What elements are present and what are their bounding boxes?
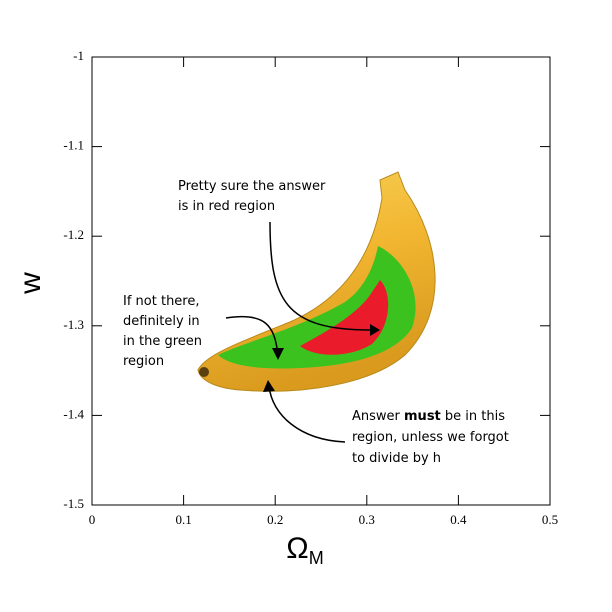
banana-tip [199,367,209,377]
y-tick-label: -1.3 [63,317,84,332]
annotation: in the green [123,334,202,349]
x-tick-label: 0 [89,512,96,527]
annotation-arrows [225,221,380,443]
y-tick-label: -1 [73,48,84,63]
annotation: If not there, [123,294,200,309]
arrow [269,221,371,331]
red-region [300,280,389,355]
annotation: is in red region [178,199,275,214]
x-tick-label: 0.1 [175,512,191,527]
arrow-head [272,348,284,360]
annotation-part: Answer [352,409,404,424]
y-axis-label: w [14,272,47,295]
x-tick-label: 0.4 [450,512,467,527]
x-axis-label: ΩM [286,532,323,568]
arrow [268,385,346,443]
banana [197,171,436,392]
plot-frame [91,56,551,506]
y-tick-label: -1.4 [63,406,84,421]
annotation: Pretty sure the answer [178,179,326,194]
arrow-head [263,380,275,392]
annotation-bold: must [404,409,441,424]
annotation: definitely in [123,314,200,329]
x-tick-label: 0.5 [542,512,558,527]
annotation: region, unless we forgot [352,430,509,445]
x-tick-label: 0.2 [267,512,283,527]
y-tick-label: -1.2 [63,227,84,242]
arrow [225,315,279,357]
y-tick-label: -1.5 [63,496,84,511]
x-tick-label: 0.3 [359,512,375,527]
arrow-head [370,324,380,336]
annotation: Answer must be in this [352,409,505,424]
annotations: Pretty sure the answer is in red region … [123,179,509,466]
annotation: region [123,354,164,369]
annotation-part: be in this [441,409,505,424]
y-tick-label: -1.1 [63,138,84,153]
annotation: to divide by h [352,451,441,466]
